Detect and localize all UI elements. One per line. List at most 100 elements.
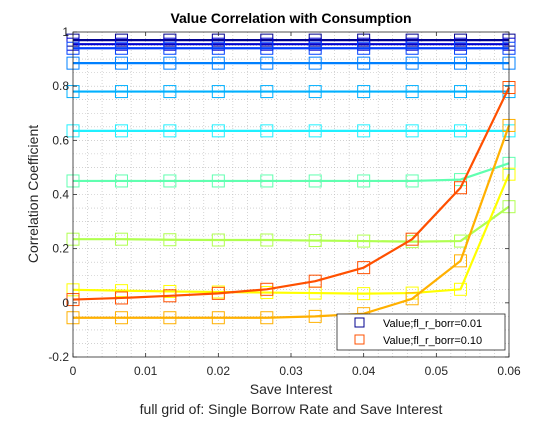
series-4 <box>66 56 516 70</box>
data-point-marker <box>454 282 468 296</box>
legend-label: Value;fl_r_borr=0.10 <box>383 335 482 347</box>
data-point-marker <box>357 124 371 138</box>
data-point-marker <box>454 124 468 138</box>
legend-box <box>336 313 506 351</box>
x-tick-label: 0.01 <box>134 364 158 378</box>
y-tick-label: -0.2 <box>48 350 69 364</box>
data-point-marker <box>260 124 274 138</box>
series-line <box>72 87 510 301</box>
data-point-marker <box>260 41 274 55</box>
data-point-marker <box>163 56 177 70</box>
series-line <box>72 173 511 295</box>
data-point-marker <box>163 311 177 325</box>
data-point-marker <box>357 261 371 275</box>
x-tick-label: 0 <box>70 364 77 378</box>
legend-label: Value;fl_r_borr=0.01 <box>383 318 482 330</box>
data-point-marker <box>308 274 322 288</box>
figure-caption: full grid of: Single Borrow Rate and Sav… <box>140 401 443 417</box>
data-point-marker <box>405 41 419 55</box>
series-group <box>66 33 516 325</box>
data-point-marker <box>260 56 274 70</box>
data-point-marker <box>114 311 128 325</box>
data-point-marker <box>454 254 468 268</box>
data-point-marker <box>308 174 322 188</box>
data-point-marker <box>211 286 225 300</box>
series-line <box>73 162 510 183</box>
data-point-marker <box>405 56 419 70</box>
x-axis-label: Save Interest <box>250 381 333 397</box>
data-point-marker <box>211 233 225 247</box>
data-point-marker <box>308 234 322 248</box>
data-point-marker <box>357 41 371 55</box>
data-point-marker <box>405 124 419 138</box>
data-point-marker <box>357 234 371 248</box>
axis-ticks: 0 0.01 0.02 0.03 0.04 0.05 0.06-0.200.20.40.60… <box>48 25 521 378</box>
data-point-marker <box>114 56 128 70</box>
data-point-marker <box>114 232 128 246</box>
series-5 <box>66 85 516 99</box>
data-point-marker <box>163 289 177 303</box>
series-6 <box>66 124 516 138</box>
data-point-marker <box>163 233 177 247</box>
series-8 <box>66 200 516 249</box>
legend-marker <box>354 334 365 345</box>
y-tick-label: 0.4 <box>52 188 69 202</box>
data-point-marker <box>114 291 128 305</box>
data-point-marker <box>260 233 274 247</box>
data-point-marker <box>308 85 322 99</box>
data-point-marker <box>211 311 225 325</box>
data-point-marker <box>163 41 177 55</box>
legend: Value;fl_r_borr=0.01 Value;fl_r_borr=0.1… <box>336 313 506 351</box>
data-point-marker <box>211 41 225 55</box>
data-point-marker <box>308 41 322 55</box>
series-line <box>73 125 511 319</box>
y-tick-label: 0 <box>62 296 69 310</box>
data-point-marker <box>211 85 225 99</box>
data-point-marker <box>114 284 128 298</box>
y-tick-label: 0.6 <box>52 133 69 147</box>
data-point-marker <box>211 174 225 188</box>
data-point-marker <box>211 56 225 70</box>
data-point-marker <box>357 174 371 188</box>
data-point-marker <box>114 85 128 99</box>
data-point-marker <box>454 56 468 70</box>
data-point-marker <box>308 309 322 323</box>
data-point-marker <box>357 56 371 70</box>
data-point-marker <box>114 41 128 55</box>
x-tick-label: 0.03 <box>279 364 303 378</box>
y-tick-label: 0.8 <box>52 79 69 93</box>
chart-title: Value Correlation with Consumption <box>170 10 411 26</box>
data-point-marker <box>405 232 419 246</box>
data-point-marker <box>114 124 128 138</box>
data-point-marker <box>163 124 177 138</box>
data-point-marker <box>260 311 274 325</box>
data-point-marker <box>211 124 225 138</box>
legend-marker <box>354 317 365 328</box>
data-point-marker <box>114 174 128 188</box>
y-axis-label: Correlation Coefficient <box>25 125 41 263</box>
data-point-marker <box>308 56 322 70</box>
series-3 <box>66 41 516 55</box>
series-line <box>73 205 510 243</box>
data-point-marker <box>308 124 322 138</box>
data-point-marker <box>260 282 274 296</box>
data-point-marker <box>454 41 468 55</box>
x-tick-label: 0.04 <box>352 364 376 378</box>
data-point-marker <box>260 85 274 99</box>
data-point-marker <box>454 181 468 195</box>
data-point-marker <box>357 85 371 99</box>
data-point-marker <box>163 85 177 99</box>
data-point-marker <box>357 287 371 301</box>
data-point-marker <box>454 85 468 99</box>
data-point-marker <box>405 292 419 306</box>
data-point-marker <box>405 85 419 99</box>
data-point-marker <box>163 174 177 188</box>
x-tick-label: 0.06 <box>497 364 521 378</box>
x-tick-label: 0.05 <box>425 364 449 378</box>
grid <box>73 32 509 357</box>
y-tick-label: 1 <box>62 25 69 39</box>
y-tick-label: 0.2 <box>52 242 69 256</box>
data-point-marker <box>260 174 274 188</box>
